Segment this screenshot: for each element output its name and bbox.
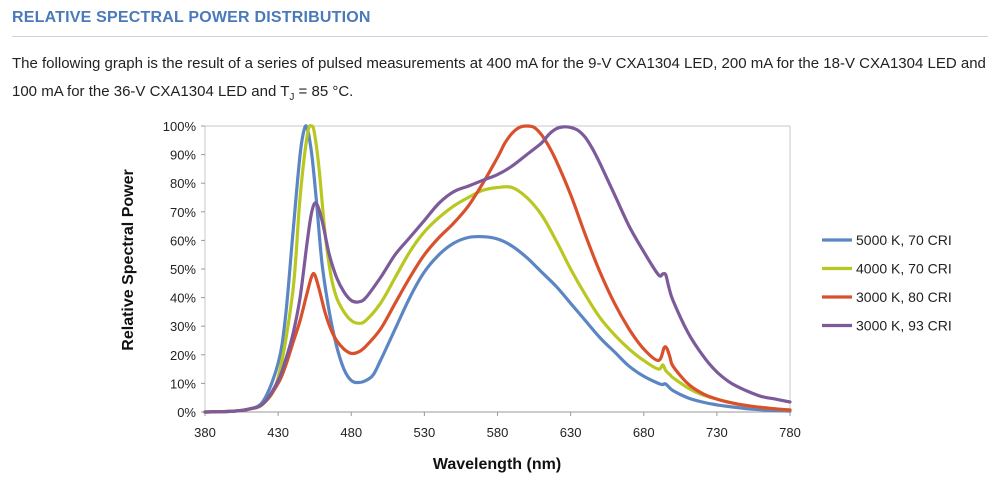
x-tick-label: 580 — [487, 425, 509, 440]
y-tick-label: 60% — [170, 233, 196, 248]
legend-label: 5000 K, 70 CRI — [856, 232, 952, 248]
title-divider — [12, 36, 988, 37]
x-tick-label: 480 — [340, 425, 362, 440]
x-axis-label: Wavelength (nm) — [433, 456, 561, 473]
intro-text-end: = 85 °C. — [294, 83, 354, 100]
plot-area — [204, 125, 791, 413]
y-tick-label: 20% — [170, 348, 196, 363]
intro-text: The following graph is the result of a s… — [12, 55, 986, 100]
x-tick-label: 630 — [560, 425, 582, 440]
legend-label: 3000 K, 80 CRI — [856, 289, 952, 305]
y-tick-label: 90% — [170, 148, 196, 163]
section-title: RELATIVE SPECTRAL POWER DISTRIBUTION — [12, 9, 371, 26]
y-tick-label: 100% — [163, 119, 197, 134]
y-tick-label: 0% — [177, 405, 196, 420]
x-tick-label: 680 — [633, 425, 655, 440]
series-line-3000-k-93-cri — [203, 125, 792, 414]
y-axis-label: Relative Spectral Power — [120, 169, 137, 350]
y-tick-label: 40% — [170, 291, 196, 306]
y-tick-label: 70% — [170, 205, 196, 220]
legend-label: 3000 K, 93 CRI — [856, 318, 952, 334]
x-tick-label: 430 — [267, 425, 289, 440]
legend-label: 4000 K, 70 CRI — [856, 261, 952, 277]
y-tick-label: 30% — [170, 319, 196, 334]
y-tick-label: 50% — [170, 262, 196, 277]
y-tick-label: 10% — [170, 376, 196, 391]
x-tick-label: 730 — [706, 425, 728, 440]
x-tick-label: 380 — [194, 425, 216, 440]
y-tick-label: 80% — [170, 176, 196, 191]
intro-subscript: J — [289, 92, 295, 103]
x-tick-label: 780 — [779, 425, 801, 440]
x-tick-label: 530 — [414, 425, 436, 440]
series-line-3000-k-80-cri — [203, 124, 792, 414]
series-line-5000-k-70-cri — [203, 124, 792, 414]
intro-paragraph: The following graph is the result of a s… — [12, 50, 987, 106]
series-line-4000-k-70-cri — [203, 124, 792, 414]
